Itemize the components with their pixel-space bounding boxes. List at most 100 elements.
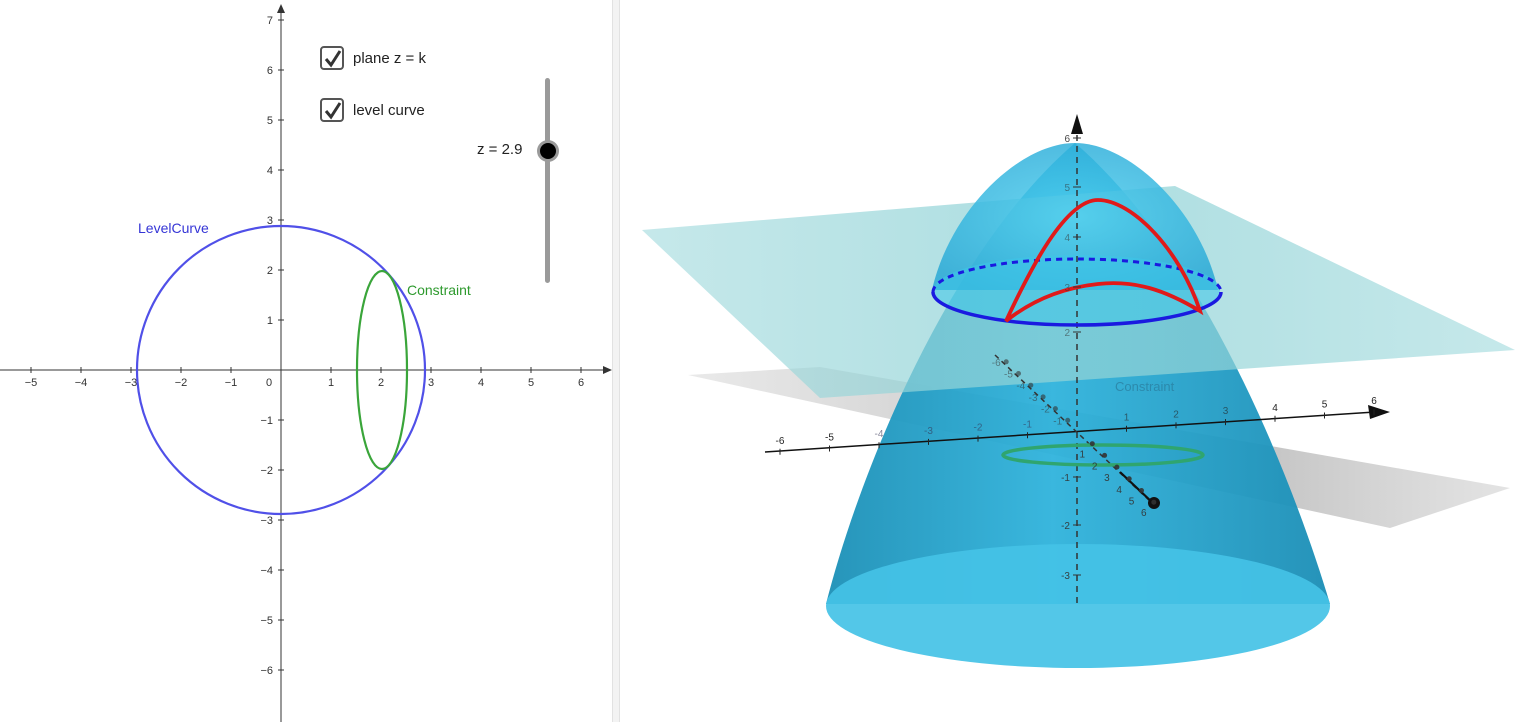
x-axis-3d <box>764 411 1376 453</box>
z-tick-label-3d: 2 <box>1064 328 1070 339</box>
z-tick-label-3d: -3 <box>1061 571 1070 582</box>
x-tick-label: 0 <box>266 377 272 389</box>
graphics-view-2d[interactable]: −5 −4 −3 −2 −1 0 1 2 3 4 5 6 1 2 3 4 5 6 7 −1 −2 −3 −4 −5 −6 Lev… <box>0 0 612 722</box>
level-curve-3d-back <box>931 257 1223 293</box>
tick-labels-2d: −5 −4 −3 −2 −1 0 1 2 3 4 5 6 1 2 3 4 5 6 7 −1 −2 −3 −4 −5 −6 <box>25 15 584 677</box>
graphics-view-3d[interactable]: Constraint -6 -5 -4 -3 -2 -1 1 2 3 4 5 6 6 5 4 3 2 -1 -2 -3… <box>620 0 1536 722</box>
x-axis-arrow-icon <box>603 366 612 374</box>
checkbox-level-curve[interactable]: level curve <box>320 98 425 122</box>
x-axis-3d-arrow-icon <box>1368 405 1390 419</box>
x-tick-label-3d: -4 <box>875 429 884 440</box>
y-tick-label: −4 <box>260 565 273 577</box>
constraint-label-3d: Constraint <box>1115 379 1175 394</box>
checkmark-icon <box>324 102 342 120</box>
x-tick-label: 2 <box>378 377 384 389</box>
view-divider[interactable] <box>612 0 620 722</box>
y-tick-3d <box>1102 452 1108 458</box>
y-tick-label: 7 <box>267 15 273 27</box>
constraint-ellipse[interactable] <box>355 269 409 471</box>
y-tick-label: −6 <box>260 665 273 677</box>
x-tick-label-3d: 5 <box>1322 400 1328 411</box>
z-slider-knob[interactable] <box>540 143 556 159</box>
y-tick-3d <box>1052 406 1058 412</box>
z-slider-track[interactable] <box>545 78 550 283</box>
z-tick-label-3d: 5 <box>1064 183 1070 194</box>
y-tick-label-3d: -1 <box>1053 416 1062 427</box>
y-tick-3d <box>1089 441 1095 447</box>
y-tick-label-3d: 3 <box>1104 473 1110 484</box>
y-tick-label: 1 <box>267 315 273 327</box>
y-tick-3d <box>1040 394 1046 400</box>
y-tick-label: 3 <box>267 215 273 227</box>
level-curve-3d-front[interactable] <box>931 291 1223 327</box>
paraboloid-cap <box>932 143 1218 290</box>
axes-2d <box>0 4 612 722</box>
x-tick-label-3d: -1 <box>1023 419 1032 430</box>
y-tick-label-3d: 2 <box>1092 461 1098 472</box>
graph-2d-canvas[interactable]: −5 −4 −3 −2 −1 0 1 2 3 4 5 6 1 2 3 4 5 6 7 −1 −2 −3 −4 −5 −6 Lev… <box>0 0 612 722</box>
y-tick-label: −5 <box>260 615 273 627</box>
x-tick-label: −5 <box>25 377 38 389</box>
x-tick-label-3d: 2 <box>1173 409 1179 420</box>
x-tick-label-3d: -6 <box>776 436 785 447</box>
z-tick-label-3d: -2 <box>1061 521 1070 532</box>
y-tick-3d <box>1126 476 1132 482</box>
z-tick-label-3d: 6 <box>1064 134 1070 145</box>
x-tick-label-3d: -3 <box>924 426 933 437</box>
z-axis-arrow-icon <box>1071 114 1083 134</box>
y-tick-label-3d: -6 <box>992 358 1001 369</box>
x-tick-label-3d: -5 <box>825 433 834 444</box>
z-tick-label-3d: 4 <box>1064 233 1070 244</box>
y-tick-label-3d: 1 <box>1080 450 1086 461</box>
checkbox-label: plane z = k <box>353 49 426 67</box>
y-tick-label: 5 <box>267 115 273 127</box>
z-tick-label-3d: -1 <box>1061 473 1070 484</box>
x-tick-label: −1 <box>225 377 238 389</box>
checkbox-box[interactable] <box>320 46 344 70</box>
y-tick-3d <box>1003 359 1009 365</box>
x-tick-label: −2 <box>175 377 188 389</box>
y-tick-label-3d: -4 <box>1016 381 1025 392</box>
x-tick-label-3d: 4 <box>1272 403 1278 414</box>
x-tick-label: −4 <box>75 377 88 389</box>
y-axis-arrow-icon <box>277 4 285 13</box>
x-tick-label-3d: -2 <box>974 423 983 434</box>
constraint-curve-3d[interactable] <box>1001 443 1205 467</box>
x-tick-label-3d: 1 <box>1124 413 1130 424</box>
x-tick-label: 5 <box>528 377 534 389</box>
y-tick-3d <box>1139 488 1144 493</box>
y-tick-label: 2 <box>267 265 273 277</box>
checkbox-label: level curve <box>353 101 425 119</box>
y-tick-3d <box>1114 464 1120 470</box>
constraint-label: Constraint <box>407 282 471 298</box>
checkbox-plane-z-k[interactable]: plane z = k <box>320 46 426 70</box>
x-tick-label-3d: 3 <box>1223 406 1229 417</box>
intersection-curve-3d[interactable] <box>1004 198 1204 323</box>
y-tick-label: 6 <box>267 65 273 77</box>
y-tick-3d <box>1151 499 1157 505</box>
paraboloid-base <box>826 544 1330 668</box>
x-tick-label: 4 <box>478 377 484 389</box>
y-tick-3d <box>1065 417 1071 423</box>
y-tick-3d <box>1016 371 1021 376</box>
y-tick-label-3d: 5 <box>1129 497 1135 508</box>
checkbox-box[interactable] <box>320 98 344 122</box>
y-tick-label-3d: 6 <box>1141 508 1147 519</box>
y-axis-3d-front <box>1119 471 1155 505</box>
level-curve-label: LevelCurve <box>138 220 209 236</box>
y-tick-label-3d: 4 <box>1116 485 1122 496</box>
tick-labels-3d: -6 -5 -4 -3 -2 -11 2 3 4 5 665432-1-2-3-6-5-4-3-2-… <box>776 134 1378 582</box>
x-tick-label: 1 <box>328 377 334 389</box>
graph-3d-canvas[interactable]: Constraint -6 -5 -4 -3 -2 -11 2 3 4 5 665432-1-2-3… <box>620 0 1536 722</box>
y-tick-label: −1 <box>260 415 273 427</box>
x-tick-label: 6 <box>578 377 584 389</box>
y-tick-label-3d: -2 <box>1041 405 1050 416</box>
level-curve-circle[interactable] <box>135 224 427 516</box>
y-tick-label: −2 <box>260 465 273 477</box>
y-tick-label: −3 <box>260 515 273 527</box>
checkmark-icon <box>324 50 342 68</box>
z-tick-label-3d: 3 <box>1064 283 1070 294</box>
x-tick-label: −3 <box>125 377 138 389</box>
y-tick-label-3d: -5 <box>1004 370 1013 381</box>
